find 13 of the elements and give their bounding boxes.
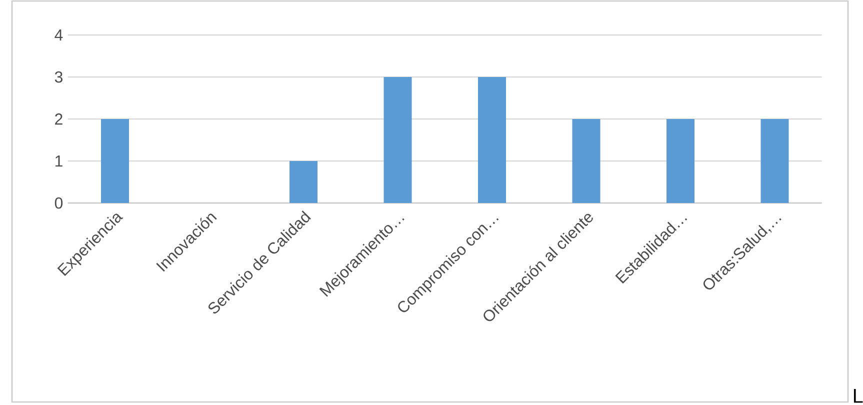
bar [384, 77, 412, 204]
bar [290, 161, 318, 204]
y-tick-label: 3 [54, 71, 62, 83]
y-tick-label: 0 [54, 197, 63, 209]
text: L [854, 388, 863, 403]
bar [478, 77, 506, 204]
bar [101, 119, 130, 204]
y-tick-label: 2 [55, 113, 62, 125]
bar [572, 119, 600, 204]
y-tick-label: 4 [54, 30, 63, 41]
bar [666, 119, 694, 204]
bar [760, 119, 789, 204]
y-tick-label: 1 [55, 156, 62, 167]
